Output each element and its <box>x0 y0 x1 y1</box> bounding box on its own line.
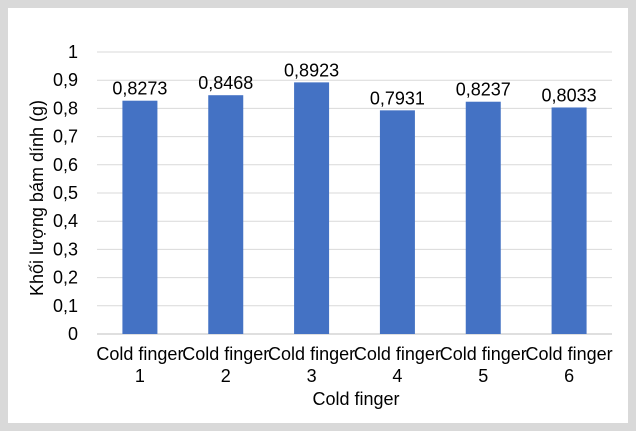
bar <box>465 101 501 334</box>
y-tick-label: 0,1 <box>53 296 78 316</box>
y-tick-label: 0,8 <box>53 98 78 118</box>
bar <box>122 100 158 334</box>
x-tick-label: Cold finger 3 <box>268 344 355 386</box>
data-label: 0,8237 <box>456 80 511 100</box>
bar <box>294 82 330 334</box>
data-label: 0,8468 <box>198 73 253 93</box>
data-labels: 0,8273 0,8468 0,8923 0,7931 0,8237 0,8033 <box>112 60 596 108</box>
y-tick-label: 0,9 <box>53 70 78 90</box>
data-label: 0,8033 <box>542 85 597 105</box>
y-tick-label: 0,6 <box>53 155 78 175</box>
bar <box>551 107 587 335</box>
data-label: 0,8273 <box>112 79 167 99</box>
bar <box>208 95 244 335</box>
x-axis-title: Cold finger <box>312 389 399 409</box>
data-label: 0,7931 <box>370 88 425 108</box>
y-tick-label: 0,2 <box>53 268 78 288</box>
y-tick-label: 0,4 <box>53 211 78 231</box>
x-tick-label: Cold finger 5 <box>440 344 527 386</box>
y-tick-label: 0,5 <box>53 183 78 203</box>
gridlines <box>97 51 612 335</box>
bars <box>122 82 587 335</box>
y-tick-label: 0,3 <box>53 239 78 259</box>
data-label: 0,8923 <box>284 60 339 80</box>
y-tick-label: 1 <box>68 42 78 62</box>
x-tick-label: Cold finger 4 <box>354 344 441 386</box>
x-tick-label: Cold finger 6 <box>526 344 613 386</box>
x-tick-label: Cold finger 1 <box>96 344 183 386</box>
bar <box>379 110 415 335</box>
y-tick-label: 0 <box>68 324 78 344</box>
y-tick-label: 0,7 <box>53 127 78 147</box>
x-tick-label: Cold finger 2 <box>182 344 269 386</box>
y-tick-labels: 0 0,1 0,2 0,3 0,4 0,5 0,6 0,7 0,8 0,9 1 <box>53 42 78 344</box>
y-axis-title: Khối lượng bám dính (g) <box>27 100 47 296</box>
